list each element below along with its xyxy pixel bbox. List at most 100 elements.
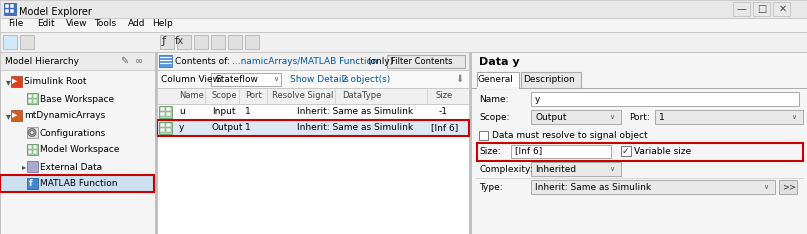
Text: Scope:: Scope:	[479, 113, 509, 121]
FancyBboxPatch shape	[4, 3, 16, 15]
FancyBboxPatch shape	[159, 55, 172, 67]
FancyBboxPatch shape	[166, 112, 171, 116]
Text: External Data: External Data	[40, 162, 102, 172]
Text: Size: Size	[435, 91, 452, 100]
FancyBboxPatch shape	[166, 123, 171, 127]
Text: Base Workspace: Base Workspace	[40, 95, 114, 103]
Text: ✓: ✓	[622, 146, 629, 156]
Text: File: File	[8, 19, 23, 29]
Text: MATLAB Function: MATLAB Function	[40, 179, 118, 189]
Text: Tools: Tools	[94, 19, 116, 29]
FancyBboxPatch shape	[177, 35, 191, 49]
Text: Add: Add	[128, 19, 146, 29]
Text: ...namicArrays/MATLAB Function: ...namicArrays/MATLAB Function	[232, 56, 378, 66]
Text: Input: Input	[212, 107, 236, 117]
Text: y: y	[179, 124, 184, 132]
FancyBboxPatch shape	[33, 145, 37, 149]
FancyBboxPatch shape	[27, 127, 38, 138]
Text: Resolve Signal: Resolve Signal	[272, 91, 333, 100]
FancyBboxPatch shape	[521, 72, 581, 88]
Text: ∨: ∨	[273, 76, 278, 82]
Text: ⬇: ⬇	[455, 74, 463, 84]
FancyBboxPatch shape	[157, 88, 469, 104]
Text: -1: -1	[439, 107, 448, 117]
FancyBboxPatch shape	[5, 9, 9, 13]
Text: fx: fx	[175, 36, 184, 46]
FancyBboxPatch shape	[157, 104, 469, 120]
FancyBboxPatch shape	[0, 52, 155, 70]
Text: Model Explorer: Model Explorer	[19, 7, 92, 17]
FancyBboxPatch shape	[194, 35, 208, 49]
FancyBboxPatch shape	[11, 76, 22, 87]
FancyBboxPatch shape	[157, 52, 469, 234]
Text: Inherited: Inherited	[535, 165, 576, 173]
Text: Help: Help	[152, 19, 173, 29]
FancyBboxPatch shape	[33, 94, 37, 98]
FancyBboxPatch shape	[10, 4, 14, 8]
Text: ∨: ∨	[609, 114, 614, 120]
Text: Variable size: Variable size	[634, 146, 692, 156]
Text: ▾: ▾	[6, 111, 10, 121]
Circle shape	[28, 128, 36, 136]
Text: Model Workspace: Model Workspace	[40, 146, 119, 154]
FancyBboxPatch shape	[0, 175, 154, 192]
Text: ∨: ∨	[791, 114, 797, 120]
Text: 1: 1	[659, 113, 665, 121]
Text: >>: >>	[782, 183, 796, 191]
FancyBboxPatch shape	[157, 120, 469, 136]
Text: Complexity:: Complexity:	[479, 165, 533, 173]
Text: Data must resolve to signal object: Data must resolve to signal object	[492, 131, 648, 139]
Text: Inherit: Same as Simulink: Inherit: Same as Simulink	[535, 183, 651, 191]
FancyBboxPatch shape	[160, 128, 165, 132]
FancyBboxPatch shape	[166, 107, 171, 111]
FancyBboxPatch shape	[3, 35, 17, 49]
Text: DataType: DataType	[342, 91, 382, 100]
FancyBboxPatch shape	[779, 180, 797, 194]
Text: □: □	[757, 4, 767, 14]
FancyBboxPatch shape	[211, 35, 225, 49]
FancyBboxPatch shape	[11, 110, 22, 121]
Text: ▾: ▾	[6, 77, 10, 87]
Text: Description: Description	[523, 76, 575, 84]
Text: 2 object(s): 2 object(s)	[342, 74, 391, 84]
FancyBboxPatch shape	[28, 94, 32, 98]
Text: Name: Name	[179, 91, 204, 100]
FancyBboxPatch shape	[160, 112, 165, 116]
Text: View: View	[65, 19, 87, 29]
Text: ƒ: ƒ	[162, 36, 166, 46]
Text: mtDynamicArrays: mtDynamicArrays	[24, 111, 105, 121]
FancyBboxPatch shape	[511, 145, 611, 158]
Text: Model Hierarchy: Model Hierarchy	[5, 56, 79, 66]
FancyBboxPatch shape	[655, 110, 803, 124]
FancyBboxPatch shape	[5, 4, 9, 8]
Text: Name:: Name:	[479, 95, 508, 103]
Text: Show Details: Show Details	[290, 74, 349, 84]
Text: Port: Port	[245, 91, 261, 100]
FancyBboxPatch shape	[160, 35, 174, 49]
FancyBboxPatch shape	[228, 35, 242, 49]
FancyBboxPatch shape	[531, 92, 799, 106]
FancyBboxPatch shape	[33, 150, 37, 154]
Text: Contents of:: Contents of:	[175, 56, 230, 66]
Text: Configurations: Configurations	[40, 128, 107, 138]
Text: y: y	[535, 95, 541, 103]
Text: ✎: ✎	[120, 56, 128, 66]
FancyBboxPatch shape	[0, 52, 155, 234]
Text: Type:: Type:	[479, 183, 503, 191]
Text: —: —	[737, 4, 746, 14]
Text: u: u	[179, 107, 185, 117]
Text: General: General	[478, 76, 514, 84]
Text: ▶: ▶	[12, 112, 18, 118]
FancyBboxPatch shape	[245, 35, 259, 49]
FancyBboxPatch shape	[20, 35, 34, 49]
Text: Edit: Edit	[37, 19, 54, 29]
FancyBboxPatch shape	[387, 55, 465, 68]
FancyBboxPatch shape	[27, 144, 38, 155]
FancyBboxPatch shape	[28, 99, 32, 103]
FancyBboxPatch shape	[27, 93, 38, 104]
Text: ▶: ▶	[12, 78, 18, 84]
FancyBboxPatch shape	[471, 52, 807, 234]
FancyBboxPatch shape	[27, 178, 38, 189]
FancyBboxPatch shape	[477, 87, 519, 89]
FancyBboxPatch shape	[0, 18, 807, 32]
